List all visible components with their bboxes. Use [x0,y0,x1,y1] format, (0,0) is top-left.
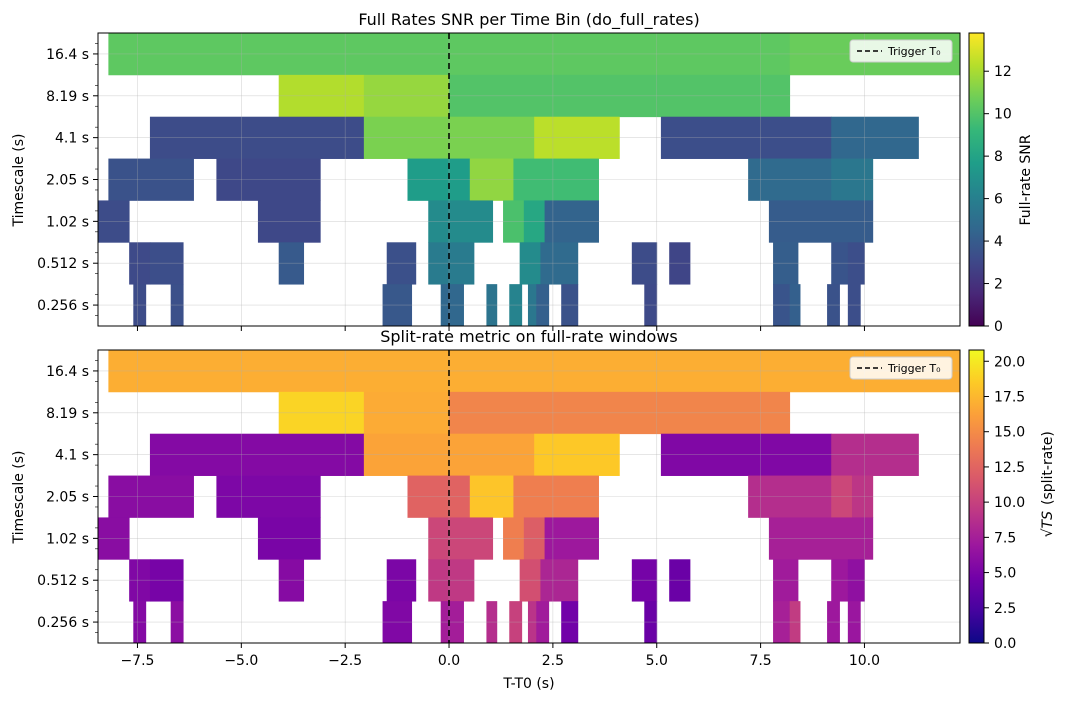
y-tick-label: 16.4 s [46,47,89,63]
colorbar-tick-label: 12 [994,64,1012,80]
y-tick-label: 4.1 s [55,131,89,147]
bottom-gridlines [98,350,960,643]
x-tick-label: 7.5 [749,653,771,669]
bottom-x-ticks: −7.5 −5.0 −2.5 0.0 2.5 5.0 7.5 10.0 [120,643,880,669]
y-tick-label: 0.256 s [37,615,89,631]
bottom-y-ticks: 16.4 s 8.19 s 4.1 s 2.05 s 1.02 s 0.512 s 0.25… [37,360,98,633]
top-x-ticks [136,326,865,331]
y-tick-label: 0.256 s [37,298,89,314]
bottom-legend: Trigger T₀ [849,356,953,380]
bottom-colorbar-label-math: √TS [1040,511,1056,537]
top-y-ticks: 16.4 s 8.19 s 4.1 s 2.05 s 1.02 s 0.512 s 0.25… [37,43,98,316]
x-tick-label: −5.0 [224,653,258,669]
colorbar-tick-label: 8 [994,149,1003,165]
y-tick-label: 0.512 s [37,573,89,589]
bottom-panel: Split-rate metric on full-rate windows 1… [11,327,1056,692]
top-y-axis-label: Timescale (s) [11,133,27,227]
bottom-colorbar-ticks: 0.0 2.5 5.0 7.5 10.0 12.5 15.0 17.5 20.0 [984,354,1025,652]
y-tick-label: 1.02 s [46,214,89,230]
colorbar-tick-label: 20.0 [994,354,1025,370]
y-tick-label: 1.02 s [46,531,89,547]
colorbar-tick-label: 5.0 [994,566,1016,582]
x-tick-label: −7.5 [120,653,154,669]
y-tick-label: 16.4 s [46,364,89,380]
bottom-legend-label: Trigger T₀ [887,362,941,375]
top-legend: Trigger T₀ [849,39,953,63]
x-tick-label: 5.0 [646,653,668,669]
colorbar-tick-label: 4 [994,234,1003,250]
colorbar-tick-label: 0 [994,319,1003,335]
colorbar-tick-label: 10.0 [994,495,1025,511]
x-tick-label: 2.5 [542,653,564,669]
colorbar-tick-label: 10 [994,107,1012,123]
colorbar-tick-label: 15.0 [994,425,1025,441]
y-tick-label: 2.05 s [46,173,89,189]
y-tick-label: 8.19 s [46,406,89,422]
top-panel: Full Rates SNR per Time Bin (do_full_rat… [11,10,1034,335]
bottom-panel-title: Split-rate metric on full-rate windows [380,327,678,346]
x-tick-label: 0.0 [438,653,460,669]
y-tick-label: 0.512 s [37,256,89,272]
colorbar-tick-label: 2 [994,277,1003,293]
colorbar-tick-label: 17.5 [994,389,1025,405]
y-tick-label: 4.1 s [55,448,89,464]
top-colorbar-label: Full-rate SNR [1018,134,1034,225]
top-panel-title: Full Rates SNR per Time Bin (do_full_rat… [358,10,699,30]
bottom-colorbar-label-group: √TS (split-rate) [1040,431,1056,537]
y-tick-label: 2.05 s [46,490,89,506]
top-colorbar [968,32,985,327]
colorbar-tick-label: 6 [994,192,1003,208]
colorbar-tick-label: 0.0 [994,636,1016,652]
top-colorbar-ticks: 0 2 4 6 8 10 12 [984,64,1012,335]
colorbar-tick-label: 7.5 [994,530,1016,546]
x-tick-label: 10.0 [849,653,880,669]
colorbar-tick-label: 12.5 [994,460,1025,476]
bottom-y-axis-label: Timescale (s) [11,450,27,544]
bottom-colorbar-label: (split-rate) [1040,431,1056,505]
bottom-colorbar [968,349,985,644]
colorbar-tick-label: 2.5 [994,601,1016,617]
top-legend-label: Trigger T₀ [887,45,941,58]
bottom-x-axis-label: T-T0 (s) [502,676,554,692]
y-tick-label: 8.19 s [46,89,89,105]
x-tick-label: −2.5 [328,653,362,669]
